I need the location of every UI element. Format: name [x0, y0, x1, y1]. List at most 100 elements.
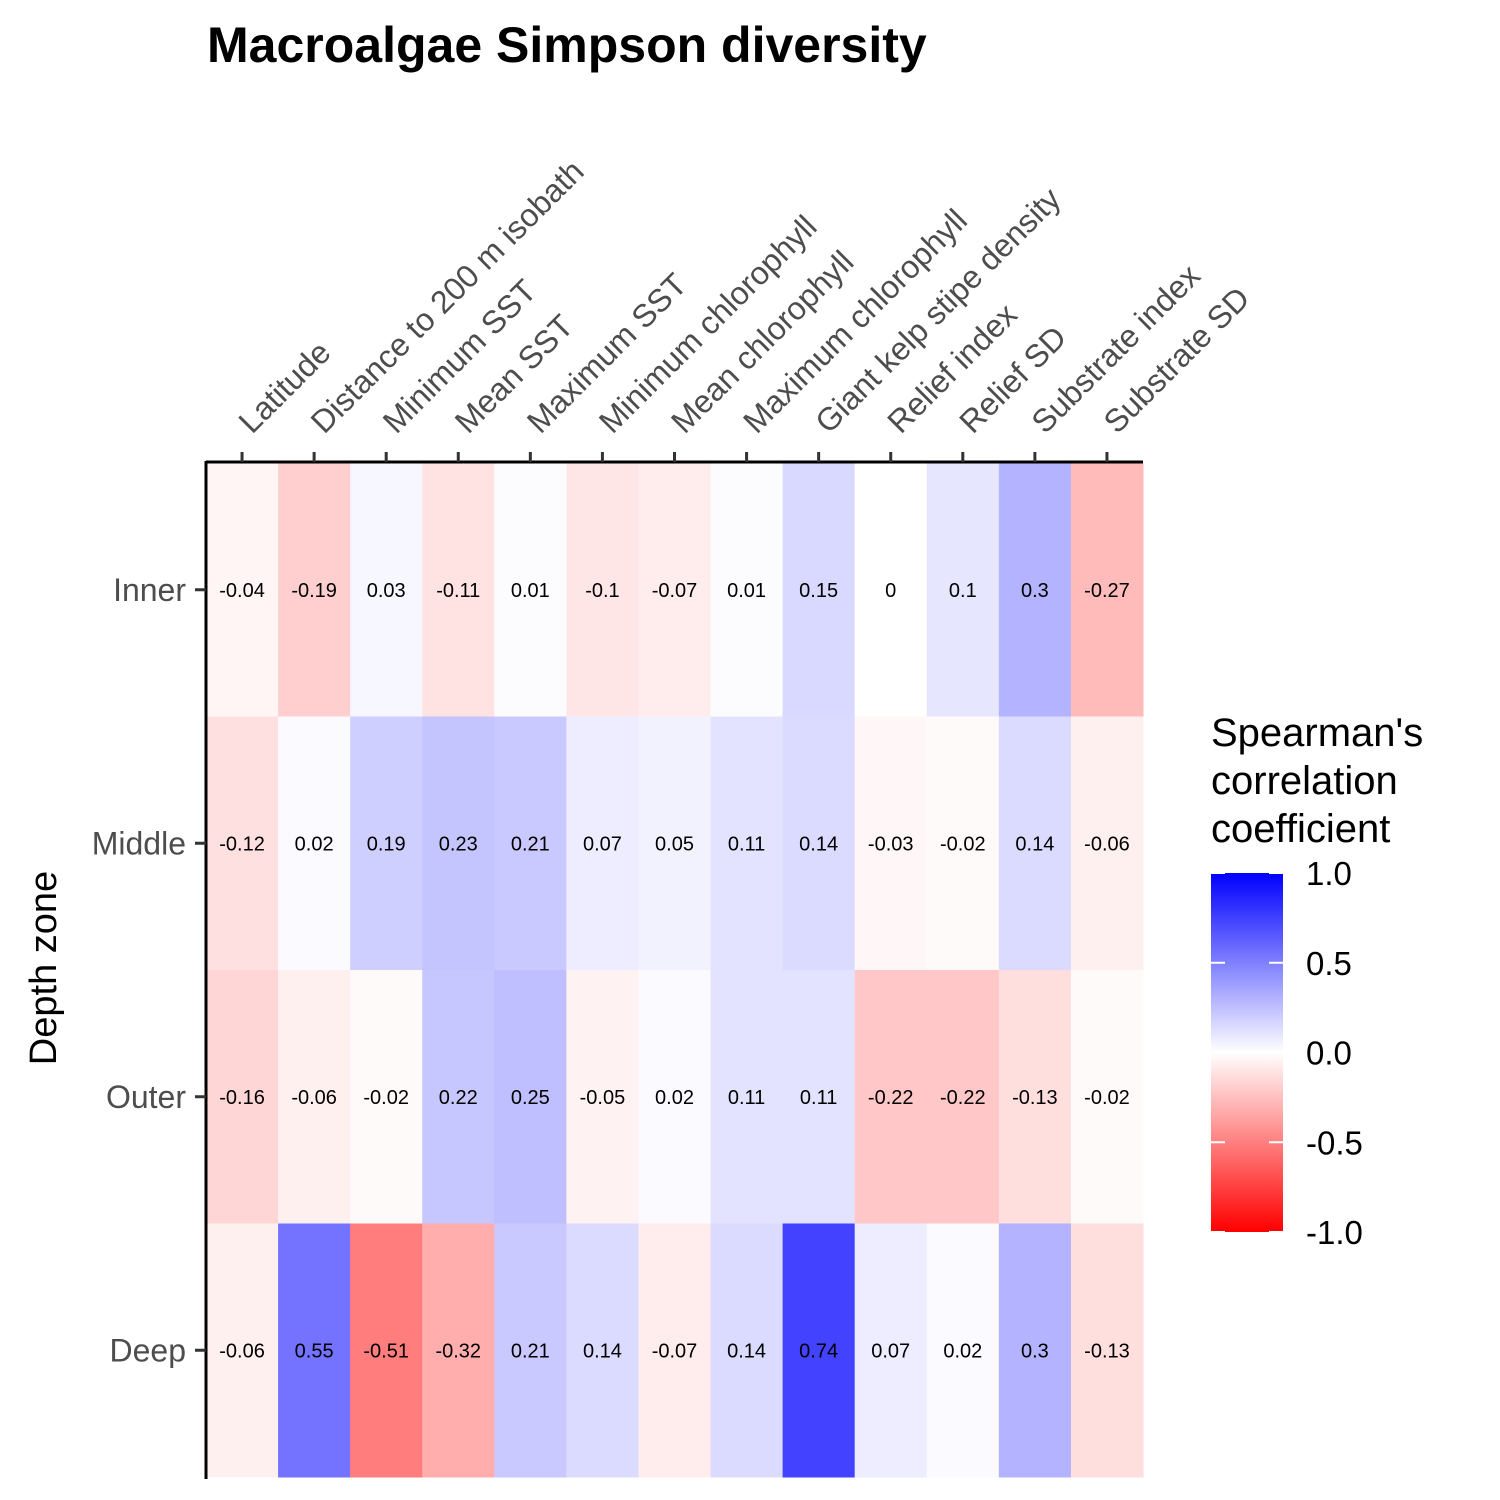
heatmap-cell	[422, 1223, 495, 1478]
cell-value-label: 0.55	[295, 1340, 334, 1362]
heatmap-cell	[1070, 1223, 1144, 1478]
cell-value-label: -0.06	[291, 1087, 337, 1109]
heatmap-cell	[638, 463, 712, 717]
heatmap-cell	[1070, 716, 1144, 971]
heatmap-cell	[782, 970, 856, 1224]
heatmap-cell	[206, 970, 279, 1224]
cell-value-label: 0	[885, 580, 896, 602]
cell-value-label: -0.22	[868, 1087, 914, 1109]
heatmap-cell	[998, 1223, 1072, 1478]
cell-value-label: 0.3	[1021, 1340, 1049, 1362]
heatmap-cells	[206, 463, 1144, 1478]
cell-value-label: -0.51	[363, 1340, 409, 1362]
cell-value-label: -0.02	[363, 1087, 409, 1109]
row-label: Middle	[92, 825, 186, 861]
cell-value-label: -0.03	[868, 833, 914, 855]
legend-tick-label: -1.0	[1306, 1214, 1363, 1251]
cell-value-label: -0.07	[652, 580, 698, 602]
legend-tick-label: 0.0	[1306, 1035, 1352, 1072]
heatmap-cell	[278, 970, 351, 1224]
heatmap-cell	[278, 1223, 351, 1478]
heatmap-cell	[422, 970, 495, 1224]
row-label: Deep	[110, 1332, 187, 1368]
legend-title-line-3: coefficient	[1211, 807, 1390, 851]
cell-value-label: -0.32	[435, 1340, 481, 1362]
cell-value-label: -0.05	[580, 1087, 626, 1109]
heatmap-cell	[566, 463, 639, 717]
heatmap-cell	[710, 1223, 784, 1478]
heatmap-cell	[782, 716, 856, 971]
heatmap-cell	[638, 716, 712, 971]
row-label: Outer	[106, 1079, 186, 1115]
cell-value-label: 0.01	[727, 580, 766, 602]
cell-value-label: 0.21	[511, 833, 550, 855]
color-legend: Spearman's correlation coefficient 1.0 0.…	[1211, 711, 1423, 1251]
cell-value-label: 0.11	[728, 1087, 765, 1109]
legend-tick-label: 1.0	[1306, 855, 1352, 892]
heatmap-cell	[278, 716, 351, 971]
heatmap-cell	[926, 463, 1000, 717]
heatmap-cell	[350, 1223, 423, 1478]
cell-value-label: 0.15	[799, 580, 838, 602]
legend-ticks: 1.0 0.5 0.0 -0.5 -1.0	[1211, 855, 1363, 1251]
heatmap-cell	[494, 463, 567, 717]
cell-value-label: 0.14	[1015, 833, 1054, 855]
cell-value-label: 0.23	[439, 833, 478, 855]
cell-value-label: 0.07	[583, 833, 622, 855]
heatmap-cell	[710, 970, 784, 1224]
heatmap-cell	[998, 463, 1072, 717]
cell-value-label: -0.13	[1012, 1087, 1058, 1109]
cell-value-label: -0.12	[219, 833, 265, 855]
heatmap-cell	[278, 463, 351, 717]
heatmap-cell	[206, 463, 279, 717]
heatmap-cell	[926, 1223, 1000, 1478]
heatmap-cell	[710, 463, 784, 717]
legend-title-line-2: correlation	[1211, 759, 1398, 803]
heatmap-cell	[350, 970, 423, 1224]
heatmap-cell	[566, 716, 639, 971]
heatmap-cell	[422, 463, 495, 717]
cell-value-label: 0.07	[871, 1340, 910, 1362]
cell-value-label: 0.22	[439, 1087, 478, 1109]
row-labels: Inner Middle Outer Deep	[92, 572, 187, 1369]
cell-value-label: 0.11	[728, 833, 765, 855]
row-label: Inner	[113, 572, 186, 608]
heatmap-cell	[350, 463, 423, 717]
cell-value-label: -0.07	[652, 1340, 698, 1362]
cell-value-label: -0.22	[940, 1087, 986, 1109]
heatmap-cell	[1070, 463, 1144, 717]
axes	[195, 452, 1143, 1479]
cell-value-label: 0.03	[367, 580, 406, 602]
cell-value-label: 0.14	[583, 1340, 622, 1362]
cell-value-label: 0.14	[799, 833, 838, 855]
cell-value-label: 0.01	[511, 580, 550, 602]
cell-value-label: -0.06	[1084, 833, 1130, 855]
cell-value-label: 0.02	[943, 1340, 982, 1362]
heatmap-cell	[422, 716, 495, 971]
cell-value-label: -0.13	[1084, 1340, 1130, 1362]
cell-value-label: 0.74	[799, 1340, 838, 1362]
cell-value-label: 0.3	[1021, 580, 1049, 602]
heatmap-cell	[854, 463, 928, 717]
cell-value-label: -0.1	[585, 580, 619, 602]
cell-value-label: -0.02	[940, 833, 986, 855]
cell-value-label: 0.25	[511, 1087, 550, 1109]
cell-value-label: 0.14	[727, 1340, 766, 1362]
legend-title-line-1: Spearman's	[1211, 711, 1423, 755]
cell-value-labels: -0.04 -0.19 0.03 -0.11 0.01 -0.1 -0.07 0.01 0.15…	[219, 580, 1130, 1363]
heatmap-cell	[782, 1223, 856, 1478]
cell-value-label: -0.27	[1084, 580, 1130, 602]
heatmap-cell	[998, 716, 1072, 971]
legend-tick-label: 0.5	[1306, 945, 1352, 982]
cell-value-label: -0.19	[291, 580, 337, 602]
heatmap-cell	[782, 463, 856, 717]
heatmap-cell	[926, 716, 1000, 971]
cell-value-label: 0.11	[800, 1087, 837, 1109]
heatmap-cell	[494, 716, 567, 971]
cell-value-label: 0.21	[511, 1340, 550, 1362]
chart-title: Macroalgae Simpson diversity	[207, 17, 927, 73]
heatmap-cell	[350, 716, 423, 971]
heatmap-cell	[638, 970, 712, 1224]
heatmap-cell	[494, 970, 567, 1224]
